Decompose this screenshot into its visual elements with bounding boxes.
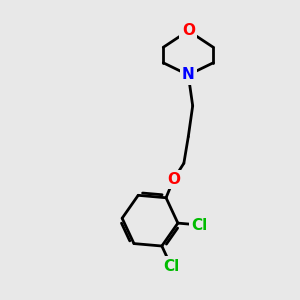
Text: Cl: Cl [163, 259, 179, 274]
Text: Cl: Cl [192, 218, 208, 232]
Text: O: O [182, 23, 195, 38]
Text: N: N [182, 68, 195, 82]
Text: O: O [167, 172, 180, 187]
